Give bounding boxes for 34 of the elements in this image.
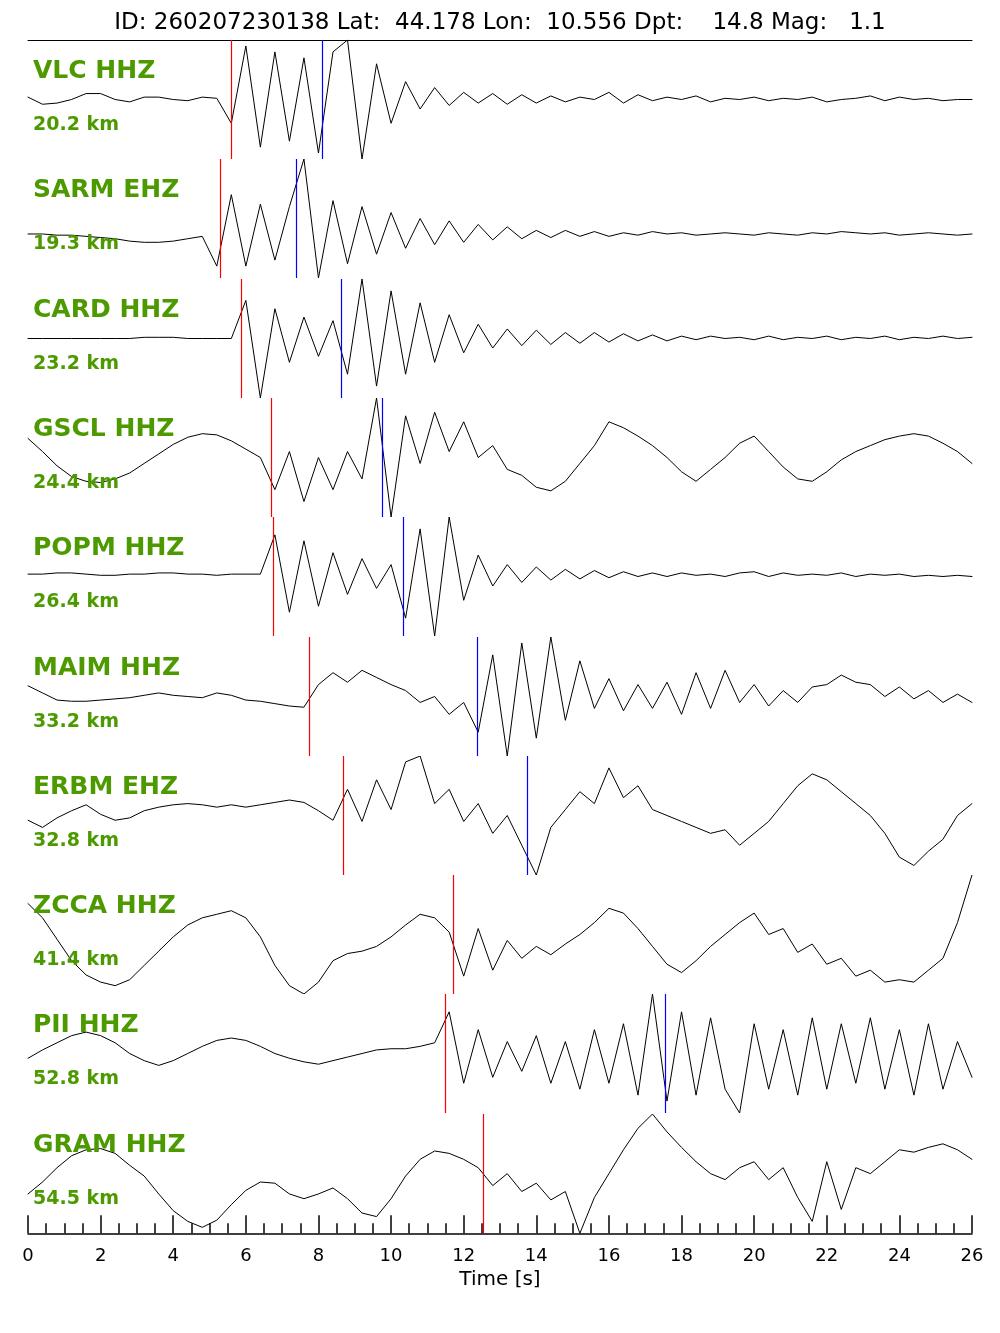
annotation: MAIM HHZ xyxy=(33,651,181,681)
x-tick-label: 22 xyxy=(815,1243,839,1265)
x-tick-label: 12 xyxy=(452,1243,476,1265)
chart-title: ID: 260207230138 Lat: 44.178 Lon: 10.556 Dpt: 14.8 Mag: 1.1 xyxy=(114,7,886,34)
x-axis-title: Time [s] xyxy=(458,1265,541,1290)
annotation: 20.2 km xyxy=(33,111,119,134)
annotation: 26.4 km xyxy=(33,588,119,611)
annotation: PII HHZ xyxy=(33,1009,139,1039)
x-tick-label: 18 xyxy=(670,1243,693,1265)
x-tick-label: 6 xyxy=(240,1243,252,1265)
x-tick-label: 20 xyxy=(742,1243,766,1265)
annotation: ERBM EHZ xyxy=(33,770,179,800)
annotation: GRAM HHZ xyxy=(33,1128,186,1158)
annotation: CARD HHZ xyxy=(33,293,180,323)
annotation: SARM EHZ xyxy=(33,174,180,204)
annotation: POPM HHZ xyxy=(33,532,185,562)
x-tick-label: 2 xyxy=(94,1243,107,1265)
x-tick-label: 26 xyxy=(960,1243,984,1265)
annotation: 52.8 km xyxy=(33,1065,119,1088)
annotation: 19.3 km xyxy=(33,230,119,253)
annotation: 33.2 km xyxy=(33,708,119,730)
x-tick-label: 24 xyxy=(887,1243,911,1265)
x-tick-label: 8 xyxy=(312,1243,325,1265)
annotation: 23.2 km xyxy=(33,350,119,373)
annotation: 32.8 km xyxy=(33,827,119,850)
x-tick-label: 10 xyxy=(379,1243,403,1265)
annotation: 54.5 km xyxy=(33,1185,119,1208)
x-tick-label: 0 xyxy=(22,1243,34,1265)
annotation: GSCL HHZ xyxy=(33,412,175,442)
x-tick-label: 16 xyxy=(597,1243,621,1265)
annotation: VLC HHZ xyxy=(33,55,156,84)
x-tick-label: 4 xyxy=(167,1243,179,1265)
annotation: ZCCA HHZ xyxy=(33,890,176,920)
x-tick-label: 14 xyxy=(524,1243,548,1265)
